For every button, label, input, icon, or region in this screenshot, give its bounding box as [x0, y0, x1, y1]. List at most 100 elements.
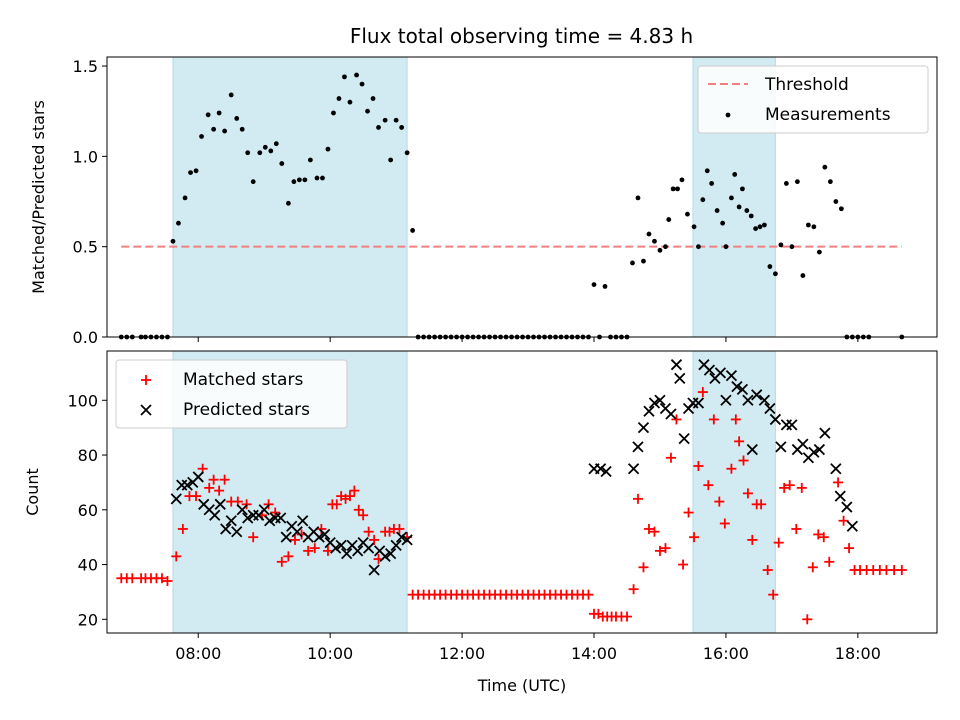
chart-title: Flux total observing time = 4.83 h — [350, 24, 693, 48]
matched-star-point — [791, 523, 802, 534]
predicted-star-point — [192, 471, 204, 483]
matched-star-point — [162, 575, 173, 586]
predicted-star-point — [313, 531, 325, 543]
matched-star-point — [726, 463, 737, 474]
matched-star-point — [683, 507, 694, 518]
measurement-point — [833, 199, 839, 204]
predicted-star-point — [813, 443, 826, 456]
x-tick-label: 14:00 — [571, 644, 617, 663]
matched-star-point — [818, 532, 829, 543]
matched-star-point — [349, 485, 360, 496]
y-tick-label: 1.5 — [73, 57, 98, 76]
top-axes-frame — [106, 56, 938, 338]
matched-star-point — [344, 491, 355, 502]
measurement-point — [314, 175, 320, 181]
measurement-point — [216, 110, 222, 116]
measurement-point — [744, 208, 750, 213]
y-tick-label: 1.0 — [73, 147, 98, 166]
measurement-point — [291, 179, 297, 185]
matched-star-point — [693, 460, 704, 471]
predicted-star-point — [264, 515, 276, 527]
measurement-point — [257, 150, 263, 156]
matched-star-point — [762, 565, 773, 576]
measurement-point — [591, 282, 597, 288]
bottom-y-ticks: 20 40 60 80 100 — [67, 391, 107, 629]
predicted-star-point — [764, 402, 776, 415]
matched-star-point — [796, 482, 807, 493]
predicted-star-point — [725, 370, 738, 382]
y-tick-label: 80 — [78, 446, 98, 465]
measurement-point — [205, 112, 211, 118]
measurement-point — [691, 224, 697, 230]
legend-predicted-label: Predicted stars — [183, 400, 310, 420]
predicted-star-point — [627, 463, 640, 475]
measurement-point — [199, 134, 204, 139]
matched-star-point — [289, 534, 300, 545]
predicted-star-point — [797, 438, 809, 450]
measurement-point — [320, 175, 325, 181]
legend-measurements-swatch — [725, 112, 731, 118]
matched-star-point — [660, 543, 671, 554]
measurement-point — [342, 74, 347, 80]
matched-star-point — [734, 436, 745, 447]
matched-star-point — [369, 534, 380, 545]
predicted-star-point — [648, 397, 661, 409]
measurement-point — [211, 126, 217, 132]
predicted-star-point — [170, 493, 182, 505]
predicted-star-point — [841, 501, 853, 513]
measurement-point — [382, 117, 388, 123]
measurement-point — [331, 110, 336, 116]
matched-star-point — [394, 523, 405, 534]
measurement-point — [399, 125, 405, 130]
legend-measurements-label: Measurements — [765, 105, 891, 125]
top-panel: 0.0 0.5 1.0 1.5 Matched/Predicted stars Thr… — [29, 56, 938, 347]
predicted-star-point — [600, 465, 612, 478]
matched-star-point — [214, 485, 225, 496]
predicted-star-point — [258, 504, 270, 516]
matched-star-point — [665, 452, 676, 463]
predicted-star-point — [834, 490, 846, 502]
matched-star-point — [353, 504, 364, 515]
measurement-point — [388, 157, 394, 163]
matched-star-point — [638, 562, 649, 573]
y-tick-label: 100 — [67, 391, 98, 410]
y-tick-label: 0.0 — [73, 328, 98, 347]
measurement-point — [723, 244, 729, 250]
predicted-star-point — [181, 479, 193, 491]
matched-star-point — [730, 414, 741, 425]
measurement-point — [347, 99, 353, 105]
x-tick-label: 12:00 — [439, 644, 485, 663]
matched-star-point — [363, 526, 374, 537]
predicted-star-point — [225, 515, 237, 527]
measurement-point — [720, 220, 726, 226]
matched-star-point — [331, 499, 342, 510]
shaded-region — [692, 350, 776, 634]
measurement-point — [783, 181, 789, 186]
predicted-star-point — [363, 542, 375, 554]
measurement-point — [696, 244, 701, 250]
measurement-point — [652, 238, 657, 244]
legend-matched-swatch — [141, 375, 151, 385]
y-tick-label: 20 — [78, 610, 98, 629]
matched-star-point — [768, 589, 779, 600]
matched-star-point — [756, 499, 767, 510]
predicted-star-point — [341, 547, 353, 560]
measurement-point — [789, 244, 795, 250]
predicted-star-point — [352, 545, 364, 557]
predicted-star-point — [786, 419, 798, 431]
predicted-star-point — [401, 534, 413, 546]
predicted-star-point — [736, 383, 749, 395]
measurement-point — [245, 150, 251, 156]
predicted-star-point — [674, 372, 686, 385]
legend-box — [697, 65, 929, 134]
predicted-star-point — [384, 547, 397, 560]
measurement-point — [685, 211, 690, 217]
predicted-star-point — [720, 394, 732, 406]
measurement-point — [234, 116, 240, 121]
predicted-star-point — [742, 394, 754, 406]
matched-star-point — [671, 414, 682, 425]
matched-star-point — [896, 565, 907, 576]
measurement-point — [714, 208, 720, 213]
measurement-point — [630, 260, 635, 266]
matched-star-point — [177, 523, 188, 534]
